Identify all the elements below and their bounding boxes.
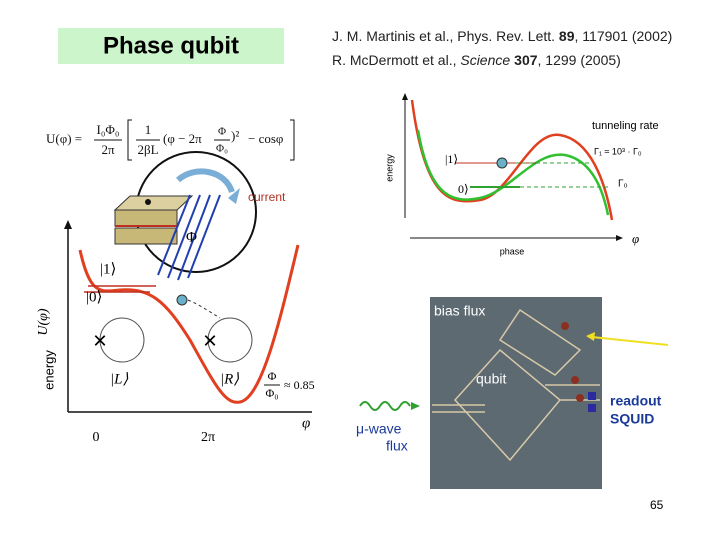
eq-cos: − cosφ (248, 131, 283, 146)
junction-diagram: current Φ (113, 151, 286, 281)
x-tick-label: 2π (201, 430, 215, 445)
state-label: |0⟩ (86, 289, 102, 305)
junction-layer (114, 227, 178, 245)
reference-2: R. McDermott et al., Science 307, 1299 (2… (332, 52, 621, 68)
arrowhead (586, 332, 595, 341)
qubit-label: qubit (476, 371, 506, 387)
eq-den: 2π (101, 142, 115, 157)
flux-lines (157, 194, 221, 281)
x-label: phase (500, 246, 525, 256)
eq-term: (φ − 2π (163, 131, 202, 146)
arrowhead (411, 402, 420, 410)
ref-volume: 89 (559, 28, 575, 44)
state-label: |1⟩ (100, 261, 116, 277)
reference-1: J. M. Martinis et al., Phys. Rev. Lett. … (332, 28, 672, 44)
squid-pad (588, 392, 596, 400)
bias-flux-label: bias flux (434, 303, 485, 319)
arrowhead (228, 188, 240, 204)
equation: U(φ) = I₀Φ₀ 2π 1 2βL (φ − 2π Φ Φ₀ )² − c… (46, 119, 295, 161)
circuit-traces (432, 308, 600, 462)
tunnel-path (187, 299, 221, 319)
current-arrow (176, 168, 235, 194)
state-label: |R⟩ (220, 371, 239, 387)
eq-square: )² (231, 128, 239, 143)
arrowhead (616, 235, 623, 241)
y-label-energy: energy (41, 350, 56, 390)
rate-title: tunneling rate (592, 120, 659, 132)
x-tick-label: 0 (93, 430, 100, 445)
microwave-label: μ-wave (356, 421, 402, 437)
bracket (290, 119, 295, 161)
title-box (58, 28, 284, 64)
flux-label: Φ (186, 229, 197, 245)
eq-flux-den: Φ₀ (216, 143, 228, 155)
state-label: |1⟩ (445, 152, 458, 166)
bracket (127, 119, 132, 161)
rate-ground: Γ₀ (618, 179, 628, 190)
microwave-wave (359, 401, 411, 411)
page-number: 65 (650, 498, 664, 512)
ref-volume: 307 (514, 52, 538, 68)
title: Phase qubit (103, 32, 239, 59)
state-label: |L⟩ (110, 371, 128, 387)
potential-curve (410, 99, 614, 221)
tunneling-plot: energy phase φ |1⟩ 0⟩ tunneling rate Γ₁ … (384, 93, 659, 256)
state-loop (207, 317, 253, 363)
state-loop (99, 317, 145, 363)
ref-pages: , 117901 (2002) (575, 28, 673, 44)
current-label: current (248, 190, 286, 204)
eq-inner-num: 1 (145, 122, 152, 137)
ref-pages: , 1299 (2005) (538, 52, 621, 68)
squid-pad (588, 404, 596, 412)
state-label: 0⟩ (458, 182, 469, 196)
eq-flux-num: Φ (218, 126, 226, 138)
y-label-potential: U(φ) (36, 308, 51, 336)
readout-label: SQUID (610, 411, 654, 427)
ratio-value: ≈ 0.85 (284, 378, 315, 392)
eq-num: I₀Φ₀ (97, 122, 120, 137)
ratio-num: Φ (268, 369, 277, 383)
arrowhead (64, 220, 72, 229)
particle (176, 294, 188, 306)
eq-inner-den: 2βL (137, 142, 158, 157)
ref-authors: J. M. Martinis et al., Phys. Rev. Lett. (332, 28, 559, 44)
device-image: bias flux qubit readout SQUID μ-wave flu… (356, 297, 669, 489)
junction-cross: × (203, 327, 217, 354)
readout-label: readout (610, 393, 662, 409)
x-label: φ (302, 415, 310, 431)
eq-lhs: U(φ) = (46, 131, 82, 146)
ratio-den: Φ₀ (266, 386, 279, 400)
pointer (591, 336, 669, 346)
pads (561, 322, 584, 402)
junction-layer (114, 209, 178, 227)
arrowhead (402, 93, 408, 100)
particle (496, 157, 508, 169)
potential-curve-tilted (416, 129, 610, 216)
ref-journal: Science (460, 52, 510, 68)
y-label: energy (384, 154, 394, 182)
rate-relation: Γ₁ ≈ 10³ · Γ₀ (594, 146, 642, 156)
microwave-label: flux (386, 438, 408, 454)
ref-authors: R. McDermott et al., (332, 52, 460, 68)
potential-curve (78, 244, 300, 404)
photo (430, 297, 602, 489)
contact-dot (145, 199, 151, 205)
x-symbol: φ (632, 231, 639, 246)
junction-top (113, 195, 194, 211)
potential-plot: × × energy U(φ) φ 0 2π |1⟩ |0⟩ |L⟩ |R⟩ Φ… (36, 220, 315, 445)
junction-cross: × (93, 327, 107, 354)
